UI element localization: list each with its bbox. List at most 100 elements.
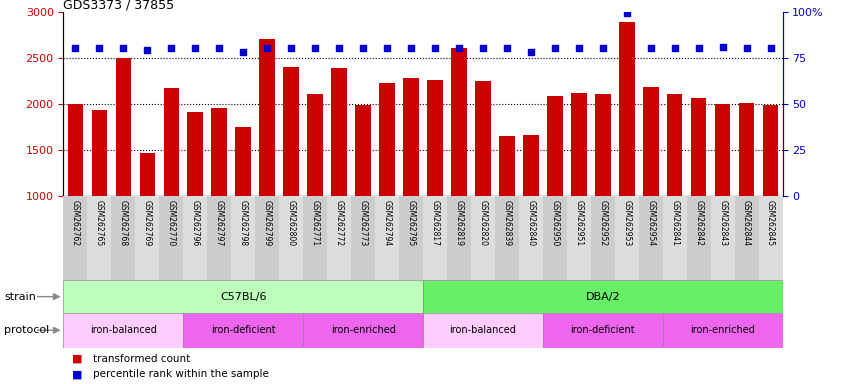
Point xyxy=(212,45,226,51)
Text: GSM262953: GSM262953 xyxy=(623,200,631,246)
Bar xyxy=(643,87,658,196)
Bar xyxy=(667,94,683,196)
Point xyxy=(69,45,82,51)
Bar xyxy=(567,196,591,280)
Point xyxy=(548,45,562,51)
Point xyxy=(308,45,321,51)
Point xyxy=(524,49,537,55)
Text: GSM262771: GSM262771 xyxy=(310,200,320,246)
Bar xyxy=(475,81,491,196)
Text: transformed count: transformed count xyxy=(93,354,190,364)
Bar xyxy=(303,196,327,280)
Bar xyxy=(495,196,519,280)
Point xyxy=(140,47,154,53)
Bar xyxy=(763,104,778,196)
Text: GSM262952: GSM262952 xyxy=(598,200,607,246)
Text: GSM262796: GSM262796 xyxy=(191,200,200,246)
Text: GSM262819: GSM262819 xyxy=(454,200,464,246)
Text: GSM262772: GSM262772 xyxy=(335,200,343,246)
Bar xyxy=(739,103,755,196)
Bar xyxy=(543,313,662,348)
Point xyxy=(404,45,418,51)
Bar xyxy=(351,196,375,280)
Text: GSM262762: GSM262762 xyxy=(71,200,80,246)
Text: iron-enriched: iron-enriched xyxy=(690,325,755,335)
Bar xyxy=(499,136,514,196)
Bar xyxy=(159,196,184,280)
Text: iron-balanced: iron-balanced xyxy=(449,325,516,335)
Bar xyxy=(759,196,783,280)
Bar xyxy=(188,112,203,196)
Bar xyxy=(523,135,539,196)
Bar xyxy=(303,313,423,348)
Bar xyxy=(235,127,251,196)
Bar xyxy=(91,110,107,196)
Text: GSM262799: GSM262799 xyxy=(263,200,272,246)
Text: GSM262769: GSM262769 xyxy=(143,200,151,246)
Bar xyxy=(307,94,323,196)
Bar xyxy=(471,196,495,280)
Bar xyxy=(140,154,155,196)
Bar xyxy=(260,39,275,196)
Text: GSM262768: GSM262768 xyxy=(119,200,128,246)
Text: iron-balanced: iron-balanced xyxy=(90,325,157,335)
Bar xyxy=(404,78,419,196)
Bar xyxy=(207,196,231,280)
Point xyxy=(739,45,753,51)
Bar xyxy=(451,48,467,196)
Text: GSM262794: GSM262794 xyxy=(382,200,392,246)
Text: GSM262844: GSM262844 xyxy=(742,200,751,246)
Point xyxy=(164,45,178,51)
Point xyxy=(572,45,585,51)
Bar xyxy=(112,196,135,280)
Bar xyxy=(423,313,543,348)
Bar xyxy=(571,93,586,196)
Text: GSM262820: GSM262820 xyxy=(479,200,487,246)
Bar xyxy=(231,196,255,280)
Text: GSM262951: GSM262951 xyxy=(574,200,583,246)
Bar xyxy=(375,196,399,280)
Text: ■: ■ xyxy=(72,354,82,364)
Point xyxy=(452,45,465,51)
Text: iron-enriched: iron-enriched xyxy=(331,325,396,335)
Bar xyxy=(734,196,759,280)
Text: strain: strain xyxy=(4,291,36,302)
Bar xyxy=(327,196,351,280)
Text: GSM262797: GSM262797 xyxy=(215,200,223,246)
Text: GSM262765: GSM262765 xyxy=(95,200,104,246)
Bar xyxy=(184,196,207,280)
Text: protocol: protocol xyxy=(4,325,49,335)
Point xyxy=(764,45,777,51)
Text: GSM262839: GSM262839 xyxy=(503,200,511,246)
Point xyxy=(380,45,393,51)
Text: GSM262841: GSM262841 xyxy=(670,200,679,246)
Text: C57BL/6: C57BL/6 xyxy=(220,291,266,302)
Text: iron-deficient: iron-deficient xyxy=(570,325,635,335)
Bar xyxy=(639,196,662,280)
Bar xyxy=(519,196,543,280)
Point xyxy=(596,45,609,51)
Bar xyxy=(711,196,734,280)
Bar xyxy=(63,196,87,280)
Bar xyxy=(279,196,303,280)
Bar xyxy=(283,67,299,196)
Point xyxy=(692,45,706,51)
Text: GDS3373 / 37855: GDS3373 / 37855 xyxy=(63,0,174,12)
Text: GSM262798: GSM262798 xyxy=(239,200,248,246)
Point xyxy=(92,45,106,51)
Bar xyxy=(543,196,567,280)
Bar xyxy=(687,196,711,280)
Bar xyxy=(184,313,303,348)
Bar xyxy=(63,280,423,313)
Bar xyxy=(662,313,783,348)
Point xyxy=(284,45,298,51)
Point xyxy=(117,45,130,51)
Text: GSM262800: GSM262800 xyxy=(287,200,295,246)
Bar xyxy=(332,68,347,196)
Bar xyxy=(427,80,442,196)
Bar xyxy=(87,196,112,280)
Text: GSM262842: GSM262842 xyxy=(695,200,703,246)
Text: ■: ■ xyxy=(72,369,82,379)
Point xyxy=(428,45,442,51)
Point xyxy=(356,45,370,51)
